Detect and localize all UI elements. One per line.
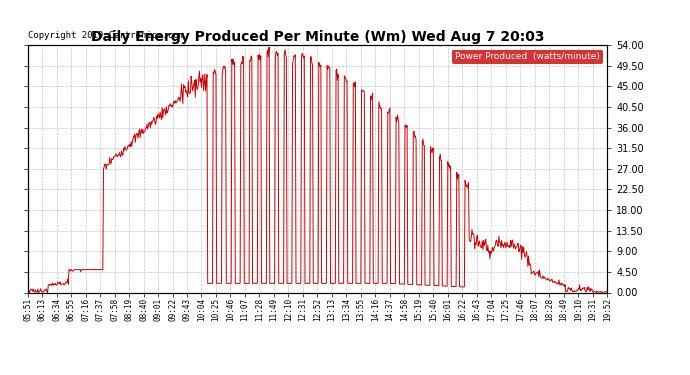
Text: Copyright 2019 Cartronics.com: Copyright 2019 Cartronics.com (28, 31, 184, 40)
Legend: Power Produced  (watts/minute): Power Produced (watts/minute) (453, 50, 602, 64)
Title: Daily Energy Produced Per Minute (Wm) Wed Aug 7 20:03: Daily Energy Produced Per Minute (Wm) We… (90, 30, 544, 44)
